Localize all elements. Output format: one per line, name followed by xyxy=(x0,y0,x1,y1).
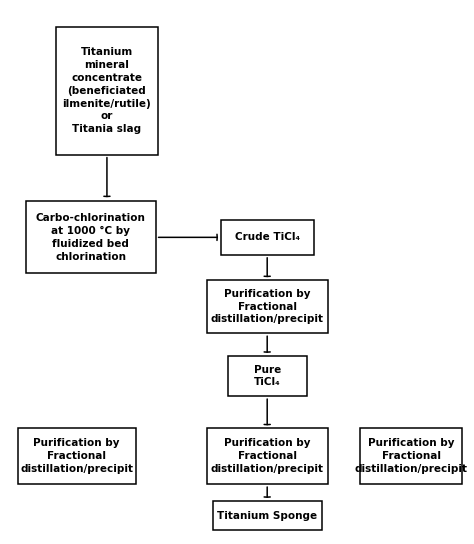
Text: Purification by
Fractional
distillation/precipit: Purification by Fractional distillation/… xyxy=(355,438,468,474)
FancyBboxPatch shape xyxy=(360,428,462,484)
Text: Purification by
Fractional
distillation/precipit: Purification by Fractional distillation/… xyxy=(20,438,133,474)
Text: Carbo-chlorination
at 1000 °C by
fluidized bed
chlorination: Carbo-chlorination at 1000 °C by fluidiz… xyxy=(36,213,146,262)
Text: Pure
TiCl₄: Pure TiCl₄ xyxy=(254,364,281,387)
Text: Titanium Sponge: Titanium Sponge xyxy=(217,511,317,521)
FancyBboxPatch shape xyxy=(26,201,155,273)
FancyBboxPatch shape xyxy=(18,428,136,484)
Text: Crude TiCl₄: Crude TiCl₄ xyxy=(235,232,300,242)
FancyBboxPatch shape xyxy=(207,428,328,484)
FancyBboxPatch shape xyxy=(56,27,158,154)
Text: Purification by
Fractional
distillation/precipit: Purification by Fractional distillation/… xyxy=(211,438,324,474)
FancyBboxPatch shape xyxy=(221,220,314,255)
Text: Titanium
mineral
concentrate
(beneficiated
ilmenite/rutile)
or
Titania slag: Titanium mineral concentrate (beneficiat… xyxy=(63,47,151,134)
FancyBboxPatch shape xyxy=(207,280,328,333)
FancyBboxPatch shape xyxy=(228,356,307,396)
Text: Purification by
Fractional
distillation/precipit: Purification by Fractional distillation/… xyxy=(211,289,324,324)
FancyBboxPatch shape xyxy=(213,501,322,530)
